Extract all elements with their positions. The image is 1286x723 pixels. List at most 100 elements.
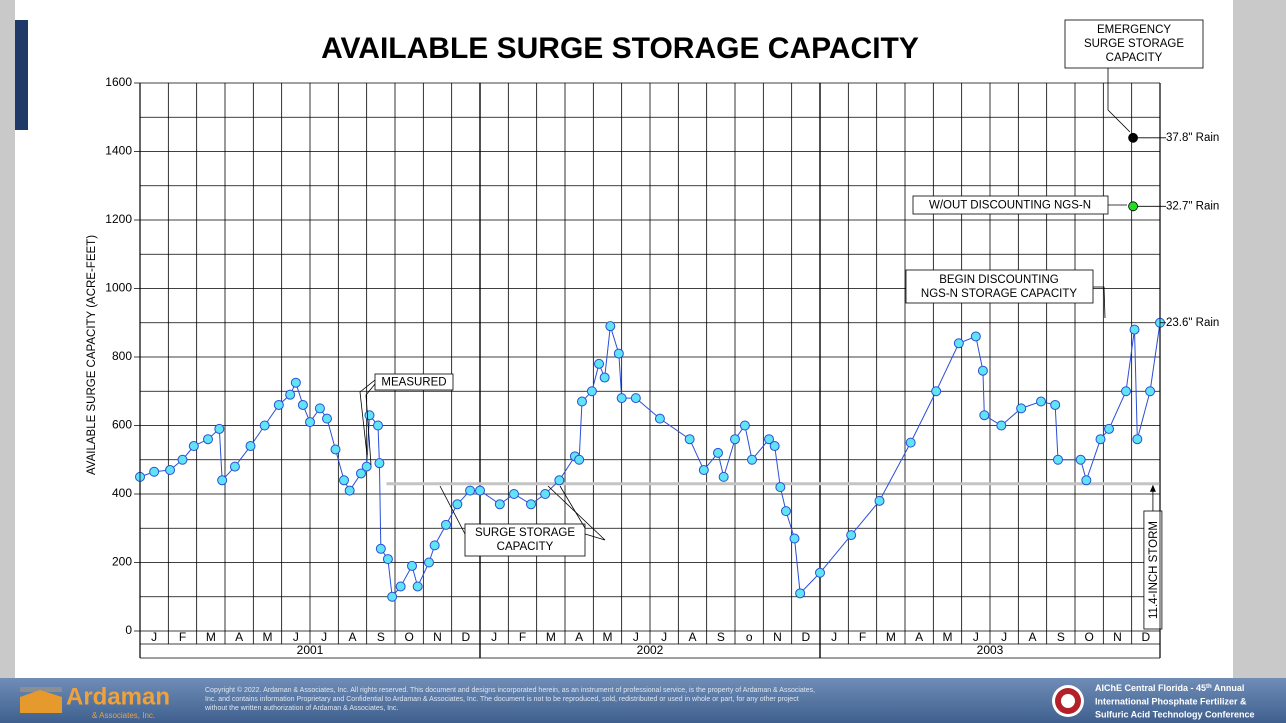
data-point — [374, 458, 385, 469]
data-point — [698, 465, 709, 476]
year-label: 2001 — [297, 643, 324, 657]
x-tick-label: M — [943, 630, 953, 644]
y-tick-label: 800 — [112, 349, 132, 363]
data-point — [387, 591, 398, 602]
data-point — [970, 331, 981, 342]
annotation: W/OUT DISCOUNTING NGS-N — [929, 200, 1091, 212]
data-point — [577, 396, 587, 407]
x-tick-label: D — [461, 630, 470, 644]
y-tick-label: 200 — [112, 555, 132, 569]
x-tick-label: J — [973, 630, 979, 644]
data-point — [285, 389, 296, 400]
data-point — [613, 348, 624, 359]
data-point — [684, 434, 695, 445]
plot: 0 200 400 600 800 1000 1200 1400 1600 J F M A M J J A S O N… — [105, 75, 1219, 659]
x-tick-label: S — [1057, 630, 1065, 644]
y-tick-label: 1200 — [105, 212, 132, 226]
x-tick-label: A — [348, 630, 356, 644]
logo-text: Ardaman — [66, 683, 170, 710]
annotation: NGS-N STORAGE CAPACITY — [921, 288, 1077, 300]
data-point — [382, 554, 393, 565]
y-tick-label: 1600 — [105, 75, 132, 89]
data-point — [395, 581, 406, 592]
data-point — [407, 560, 417, 571]
callout-line — [365, 383, 376, 466]
conference-line: International Phosphate Fertilizer & — [1095, 696, 1247, 706]
data-point — [429, 540, 440, 551]
data-point — [245, 441, 256, 452]
rain-label: 23.6" Rain — [1166, 317, 1219, 329]
copyright-line: without the written authorization of Ard… — [204, 705, 398, 712]
data-point — [815, 567, 825, 578]
data-point — [554, 475, 565, 486]
rain-point — [1128, 132, 1138, 143]
data-point — [953, 338, 964, 349]
data-point — [494, 499, 505, 510]
data-point — [1121, 386, 1131, 397]
data-point — [1050, 399, 1061, 410]
x-tick-label: S — [717, 630, 725, 644]
data-point — [149, 466, 160, 477]
annotation: EMERGENCY — [1097, 24, 1171, 36]
data-point — [789, 533, 800, 544]
data-point — [775, 482, 786, 493]
annotation: CAPACITY — [497, 541, 554, 553]
data-point — [273, 399, 284, 410]
x-tick-label: J — [633, 630, 639, 644]
data-point — [781, 506, 791, 517]
data-point — [713, 447, 723, 458]
x-tick-label: M — [546, 630, 556, 644]
x-tick-label: J — [831, 630, 837, 644]
data-point — [1036, 396, 1046, 407]
data-point — [259, 420, 270, 431]
data-point — [905, 437, 916, 448]
rain-label: 32.7" Rain — [1166, 200, 1219, 212]
x-tick-label: A — [688, 630, 696, 644]
x-tick-label: J — [321, 630, 327, 644]
data-point — [344, 485, 355, 496]
callout-box — [374, 373, 454, 391]
annotation: BEGIN DISCOUNTING — [939, 274, 1059, 286]
x-tick-label: J — [491, 630, 497, 644]
data-point — [616, 393, 627, 404]
x-tick-label: F — [179, 630, 186, 644]
data-point — [373, 420, 383, 431]
annotation: CAPACITY — [1106, 52, 1163, 64]
x-tick-label: O — [404, 630, 413, 644]
data-point — [475, 485, 485, 496]
conference-line: Sulfuric Acid Technology Conference — [1095, 709, 1255, 719]
chart-title: AVAILABLE SURGE STORAGE CAPACITY — [321, 32, 919, 65]
logo-mark — [20, 687, 62, 692]
storm-box — [1143, 510, 1163, 630]
x-tick-label: M — [206, 630, 216, 644]
data-point — [1145, 386, 1156, 397]
data-point — [526, 499, 536, 510]
data-point — [375, 543, 386, 554]
conference-logo — [1061, 694, 1075, 708]
x-tick-label: N — [433, 630, 442, 644]
data-point — [424, 557, 434, 568]
conference-text: AIChE Central Florida - 45 — [1095, 683, 1206, 693]
data-point — [1016, 403, 1027, 414]
x-tick-label: J — [293, 630, 299, 644]
callout-line — [1107, 68, 1131, 133]
logo-subtext: & Associates, Inc. — [92, 711, 155, 720]
data-point — [214, 423, 225, 434]
storm-arrowhead — [1149, 484, 1156, 492]
data-point — [586, 386, 597, 397]
data-point — [605, 321, 616, 332]
x-tick-label: N — [1113, 630, 1122, 644]
data-point — [339, 475, 349, 486]
accent-bar — [15, 20, 28, 130]
y-tick-label: 1400 — [105, 144, 132, 158]
data-point — [229, 461, 240, 472]
callout-box — [1064, 19, 1204, 69]
x-tick-label: J — [661, 630, 667, 644]
data-point — [322, 413, 332, 424]
data-point — [465, 485, 476, 496]
data-point — [599, 372, 610, 383]
x-tick-label: o — [746, 630, 753, 644]
copyright-line: Copyright © 2022. Ardaman & Associates, … — [205, 686, 815, 694]
data-point — [314, 403, 325, 414]
